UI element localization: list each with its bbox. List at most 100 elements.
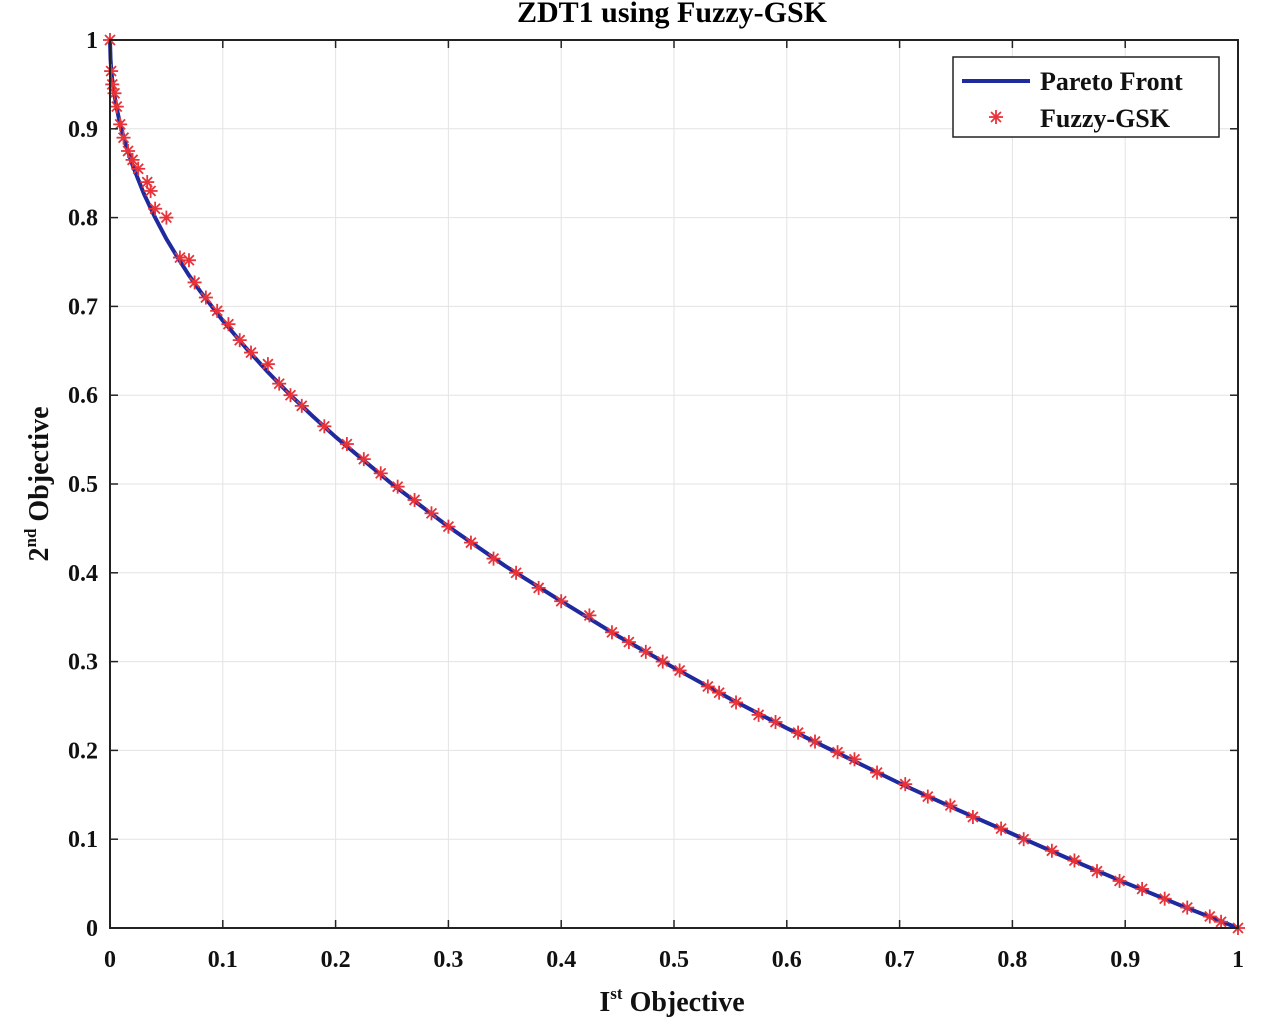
- fuzzy-gsk-point: [441, 519, 456, 534]
- fuzzy-gsk-point: [830, 745, 845, 760]
- fuzzy-gsk-point: [407, 492, 422, 507]
- fuzzy-gsk-point: [582, 608, 597, 623]
- fuzzy-gsk-point: [920, 789, 935, 804]
- fuzzy-gsk-point: [109, 99, 124, 114]
- fuzzy-gsk-point: [210, 303, 225, 318]
- x-tick-label: 0.5: [659, 947, 689, 973]
- legend: Pareto Front Fuzzy-GSK: [952, 56, 1220, 138]
- legend-box: [952, 56, 1220, 138]
- fuzzy-gsk-point: [339, 437, 354, 452]
- y-tick-label: 0.6: [68, 383, 98, 409]
- x-tick-label: 0.4: [546, 947, 576, 973]
- fuzzy-gsk-point: [283, 388, 298, 403]
- x-tick-label: 1: [1232, 947, 1244, 973]
- fuzzy-gsk-point: [994, 821, 1009, 836]
- y-axis-label-main: 2: [24, 547, 55, 561]
- fuzzy-gsk-point: [463, 535, 478, 550]
- fuzzy-gsk-point: [712, 685, 727, 700]
- grid: [109, 39, 1239, 929]
- fuzzy-gsk-point: [272, 376, 287, 391]
- x-tick-label: 0.6: [772, 947, 802, 973]
- fuzzy-gsk-point: [187, 275, 202, 290]
- fuzzy-gsk-point: [424, 506, 439, 521]
- fuzzy-gsk-point: [621, 635, 636, 650]
- series-layer: [103, 33, 1245, 935]
- fuzzy-gsk-point: [751, 707, 766, 722]
- fuzzy-gsk-point: [116, 130, 131, 145]
- fuzzy-gsk-point: [317, 419, 332, 434]
- x-tick-label: 0.7: [885, 947, 915, 973]
- fuzzy-gsk-point: [104, 64, 119, 79]
- x-tick-label: 0.2: [321, 947, 351, 973]
- x-tick-label: 0: [104, 947, 116, 973]
- fuzzy-gsk-point: [943, 798, 958, 813]
- y-tick-label: 0.2: [68, 738, 98, 764]
- y-tick-label: 0.8: [68, 206, 98, 232]
- legend-label-pareto-front: Pareto Front: [1040, 67, 1183, 96]
- fuzzy-gsk-point: [1180, 900, 1195, 915]
- fuzzy-gsk-point: [113, 117, 128, 132]
- fuzzy-gsk-point: [143, 183, 158, 198]
- fuzzy-gsk-point: [244, 345, 258, 360]
- x-axis-label-rest: Objective: [623, 987, 745, 1018]
- fuzzy-gsk-point: [107, 86, 122, 101]
- fuzzy-gsk-point: [847, 752, 862, 767]
- chart-title: ZDT1 using Fuzzy-GSK: [517, 0, 828, 29]
- x-axis-label-superscript: st: [610, 984, 623, 1003]
- fuzzy-gsk-point: [509, 565, 524, 580]
- fuzzy-gsk-point: [198, 290, 213, 305]
- fuzzy-gsk-point: [1135, 881, 1150, 896]
- x-tick-label: 0.9: [1110, 947, 1140, 973]
- y-tick-label: 0.1: [68, 827, 98, 853]
- x-axis-label-main: I: [599, 987, 610, 1018]
- fuzzy-gsk-point: [655, 654, 670, 669]
- fuzzy-gsk-point: [1044, 843, 1059, 858]
- fuzzy-gsk-point: [898, 777, 913, 792]
- y-tick-label: 0.3: [68, 650, 98, 676]
- fuzzy-gsk-point: [531, 580, 546, 595]
- fuzzy-gsk-point: [1214, 914, 1229, 929]
- fuzzy-gsk-point: [1112, 873, 1127, 888]
- legend-label-fuzzy-gsk: Fuzzy-GSK: [1040, 104, 1171, 133]
- y-tick-label: 0.5: [68, 472, 98, 498]
- y-tick-label: 0.9: [68, 117, 98, 143]
- fuzzy-gsk-point: [808, 734, 822, 749]
- fuzzy-gsk-point: [870, 765, 885, 780]
- fuzzy-gsk-point: [125, 152, 140, 167]
- fuzzy-gsk-point: [700, 679, 715, 694]
- y-tick-label: 0.4: [68, 561, 98, 587]
- fuzzy-gsk-point: [105, 77, 120, 92]
- x-tick-label: 0.1: [208, 947, 238, 973]
- fuzzy-gsk-point: [638, 644, 653, 659]
- x-tick-label: 0.3: [433, 947, 463, 973]
- y-tick-label: 1: [86, 28, 98, 54]
- tick-labels: 0 0.1 0.2 0.3 0.4 0.5 0.6 0.7 0.8 0.9 1 0 0.1 0.2 0.3 0…: [68, 28, 1244, 973]
- fuzzy-gsk-point: [390, 479, 405, 494]
- y-axis-label-superscript: nd: [21, 528, 40, 547]
- fuzzy-gsk-point: [672, 663, 687, 678]
- fuzzy-gsk-point: [232, 333, 247, 348]
- x-axis-label: Ist Objective: [599, 984, 744, 1018]
- fuzzy-gsk-point: [768, 714, 783, 729]
- fuzzy-gsk-point: [159, 210, 174, 225]
- fuzzy-gsk-point: [356, 452, 371, 467]
- fuzzy-gsk-point: [1067, 853, 1082, 868]
- fuzzy-gsk-point: [1016, 832, 1031, 847]
- fuzzy-gsk-point: [729, 695, 744, 710]
- fuzzy-gsk-point: [260, 357, 275, 372]
- fuzzy-gsk-point: [172, 250, 187, 265]
- fuzzy-gsk-point: [554, 594, 569, 609]
- fuzzy-gsk-point: [791, 725, 806, 740]
- y-axis-label-rest: Objective: [24, 407, 55, 529]
- fuzzy-gsk-point: [131, 161, 146, 176]
- fuzzy-gsk-point: [181, 253, 196, 268]
- fuzzy-gsk-point: [221, 317, 236, 332]
- fuzzy-gsk-point: [486, 551, 501, 566]
- legend-asterisk-swatch: [989, 110, 1003, 124]
- y-tick-label: 0.7: [68, 294, 98, 320]
- fuzzy-gsk-point: [1202, 909, 1217, 924]
- fuzzy-gsk-point: [604, 625, 619, 640]
- y-axis-label: 2nd Objective: [21, 407, 55, 562]
- fuzzy-gsk-point: [294, 398, 309, 413]
